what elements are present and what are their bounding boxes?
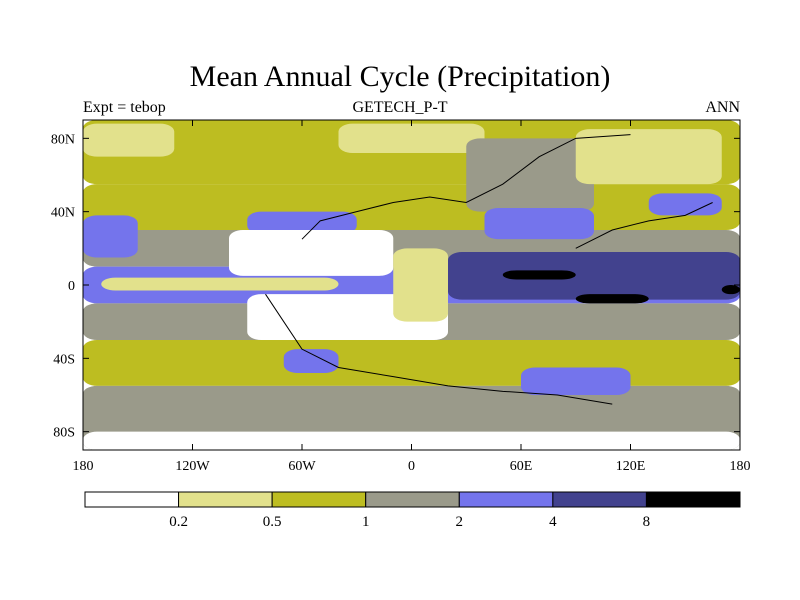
region-pacific-black-strip: [721, 285, 740, 295]
region-arctic-grey-patch: [466, 138, 594, 212]
x-tick-label: 180: [730, 459, 751, 474]
dataset-label: GETECH_P-T: [352, 99, 448, 116]
region-siberia-light: [575, 129, 722, 185]
y-tick-label: 80N: [51, 132, 75, 147]
region-tethys-blue: [484, 208, 594, 240]
y-tick-label: 40N: [51, 206, 75, 221]
colorbar-label: 0.2: [169, 514, 188, 530]
colorbar-swatch: [84, 491, 180, 508]
region-band-south-mid: [83, 340, 740, 386]
x-tick-label: 120E: [616, 459, 646, 474]
x-tick-label: 60W: [288, 459, 316, 474]
season-label: ANN: [705, 99, 740, 116]
colorbar-swatch: [458, 491, 554, 508]
region-equator-light-strip: [101, 277, 339, 291]
axis-ticks: 180 120W 60W 0 60E 120E 180 80N 40N 0 40S 80S: [51, 120, 751, 474]
coastline-layer: [265, 134, 713, 405]
region-pangea-north-white: [229, 230, 394, 276]
y-tick-label: 40S: [53, 352, 75, 367]
colorbar-swatch: [271, 491, 367, 508]
colorbar-label: 2: [456, 514, 464, 530]
colorbar-swatch: [365, 491, 460, 508]
colorbar-label: 1: [362, 514, 370, 530]
region-north-atlantic-blue: [247, 211, 357, 234]
region-east-asia-blue: [648, 193, 722, 216]
x-tick-label: 0: [408, 459, 415, 474]
colorbar-label: 0.5: [263, 514, 282, 530]
region-south-atlantic-blue: [283, 349, 339, 373]
experiment-label: Expt = tebop: [83, 99, 166, 116]
coastline-east-asia-coast: [575, 202, 713, 249]
region-east-tropic-dark: [448, 252, 740, 300]
x-tick-label: 180: [73, 459, 94, 474]
region-southern-ocean-blue: [521, 367, 631, 395]
colorbar-label: 4: [549, 514, 557, 530]
colorbar-label: 8: [643, 514, 651, 530]
chart-title: Mean Annual Cycle (Precipitation): [189, 60, 611, 93]
x-tick-label: 120W: [175, 459, 210, 474]
region-arctic-light-patch-2: [338, 123, 485, 153]
colorbar-swatch: [552, 491, 647, 508]
x-tick-label: 60E: [510, 459, 533, 474]
region-east-black-strip: [575, 294, 649, 304]
y-tick-label: 0: [68, 279, 75, 294]
y-tick-label: 80S: [53, 426, 75, 441]
coastline-gondwana-coast: [265, 293, 613, 405]
coastline-pangea-coast: [301, 134, 631, 240]
region-antarctic-white: [83, 431, 740, 450]
precipitation-fill-layer: [83, 120, 740, 450]
region-africa-light: [393, 248, 448, 322]
region-north-pacific-blue: [83, 215, 138, 258]
colorbar: 0.2 0.5 1 2 4 8: [84, 491, 741, 530]
region-indian-black-strip: [502, 270, 576, 280]
colorbar-swatch: [178, 491, 273, 508]
colorbar-swatch: [645, 491, 741, 508]
region-arctic-light-patch-1: [83, 123, 175, 157]
